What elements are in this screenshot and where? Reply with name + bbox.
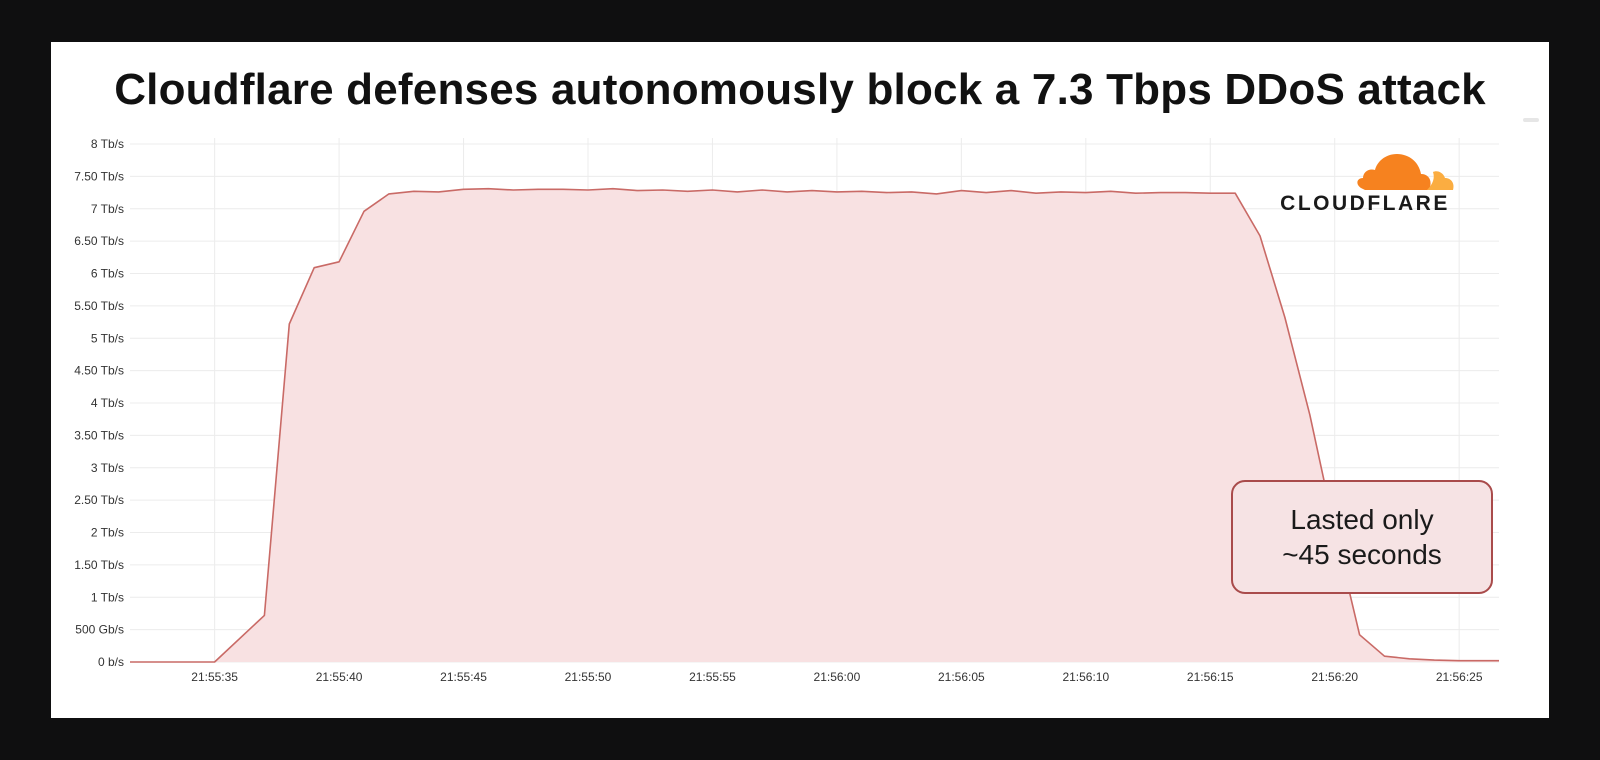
x-tick-label: 21:55:50 xyxy=(565,670,612,684)
logo-wordmark: CLOUDFLARE xyxy=(1280,192,1450,215)
y-tick-label: 5 Tb/s xyxy=(91,331,124,345)
y-tick-label: 2.50 Tb/s xyxy=(74,493,124,507)
chart-title: Cloudflare defenses autonomously block a… xyxy=(114,65,1486,114)
x-tick-label: 21:55:45 xyxy=(440,670,487,684)
callout-line-2: ~45 seconds xyxy=(1282,539,1442,570)
y-tick-label: 4 Tb/s xyxy=(91,396,124,410)
x-tick-label: 21:56:05 xyxy=(938,670,985,684)
chart-plot: 0 b/s 500 Gb/s 1 Tb/s 1.50 Tb/s 2 Tb/s 2.50 T… xyxy=(74,137,1499,684)
cloudflare-logo: CLOUDFLARE xyxy=(1269,148,1469,218)
y-tick-label: 5.50 Tb/s xyxy=(74,299,124,313)
x-tick-label: 21:55:40 xyxy=(316,670,363,684)
x-tick-label: 21:56:15 xyxy=(1187,670,1234,684)
traffic-line xyxy=(130,187,1499,663)
y-tick-label: 6 Tb/s xyxy=(91,267,124,281)
y-tick-label: 3 Tb/s xyxy=(91,461,124,475)
y-tick-label: 1 Tb/s xyxy=(91,590,124,604)
chart-card: Cloudflare defenses autonomously block a… xyxy=(51,42,1549,718)
y-tick-label: 3.50 Tb/s xyxy=(74,428,124,442)
y-tick-label: 7 Tb/s xyxy=(91,202,124,216)
y-axis-ticks: 0 b/s 500 Gb/s 1 Tb/s 1.50 Tb/s 2 Tb/s 2.50 T… xyxy=(74,137,124,669)
duration-callout: Lasted only ~45 seconds xyxy=(1231,480,1493,594)
x-tick-label: 21:56:10 xyxy=(1062,670,1109,684)
cloudflare-cloud-icon xyxy=(1357,154,1454,190)
y-tick-label: 8 Tb/s xyxy=(91,137,124,151)
x-tick-label: 21:55:35 xyxy=(191,670,238,684)
y-tick-label: 2 Tb/s xyxy=(91,526,124,540)
x-axis-ticks: 21:55:35 21:55:40 21:55:45 21:55:50 21:55:55… xyxy=(191,670,1483,684)
y-tick-label: 4.50 Tb/s xyxy=(74,364,124,378)
y-tick-label: 500 Gb/s xyxy=(75,623,124,637)
x-tick-label: 21:56:25 xyxy=(1436,670,1483,684)
x-tick-label: 21:55:55 xyxy=(689,670,736,684)
y-tick-label: 0 b/s xyxy=(98,655,124,669)
x-tick-label: 21:56:00 xyxy=(814,670,861,684)
y-tick-label: 1.50 Tb/s xyxy=(74,558,124,572)
callout-line-1: Lasted only xyxy=(1290,504,1434,535)
traffic-area xyxy=(130,188,1499,662)
y-tick-label: 7.50 Tb/s xyxy=(74,169,124,183)
x-tick-label: 21:56:20 xyxy=(1311,670,1358,684)
y-tick-label: 6.50 Tb/s xyxy=(74,234,124,248)
scroll-handle xyxy=(1523,118,1539,122)
